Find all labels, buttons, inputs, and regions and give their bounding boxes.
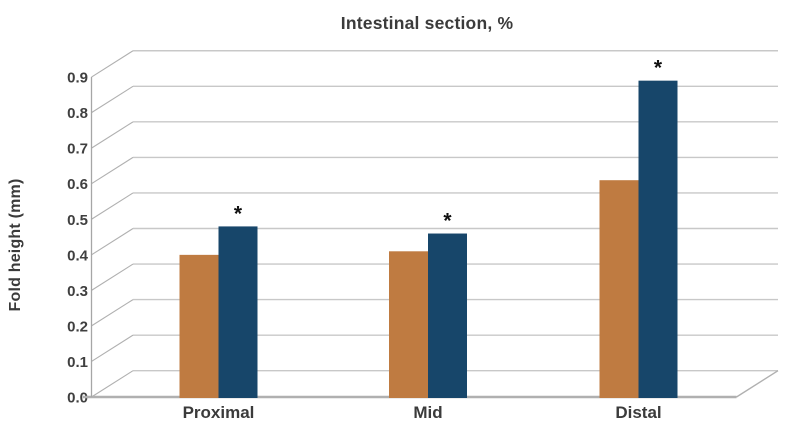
chart-title: Intestinal section, % xyxy=(340,13,514,33)
y-tick-label: 0.9 xyxy=(67,70,88,87)
y-tick-label: 0.1 xyxy=(67,354,88,371)
bar-mid-navy-series xyxy=(428,233,467,398)
y-tick-label: 0.8 xyxy=(67,105,88,122)
bar-distal-orange-series xyxy=(599,180,639,398)
significance-asterisk: * xyxy=(234,202,243,225)
wall-diagonal xyxy=(91,228,134,256)
significance-asterisk: * xyxy=(654,57,663,80)
wall-diagonal xyxy=(91,50,134,78)
bar-proximal-navy-series xyxy=(218,226,258,398)
wall-diagonal xyxy=(91,334,134,362)
y-tick-label: 0.2 xyxy=(67,318,88,335)
wall-diagonal xyxy=(91,263,134,291)
y-tick-label: 0.6 xyxy=(67,176,88,193)
wall-diagonal xyxy=(91,299,134,327)
significance-asterisk: * xyxy=(443,210,452,233)
bar-mid-orange-series xyxy=(389,251,428,398)
wall-diagonal xyxy=(91,85,134,114)
wall-diagonal xyxy=(91,121,134,149)
y-tick-label: 0.4 xyxy=(67,247,89,264)
y-tick-label: 0.0 xyxy=(67,390,88,407)
x-category-label: Proximal xyxy=(183,403,255,422)
wall-diagonal xyxy=(91,370,134,398)
x-category-label: Distal xyxy=(615,403,661,422)
floor-right-edge xyxy=(736,370,779,398)
wall-diagonal xyxy=(91,156,134,185)
bar-distal-navy-series xyxy=(638,80,678,398)
y-tick-label: 0.7 xyxy=(67,141,88,158)
y-tick-label: 0.3 xyxy=(67,283,88,300)
y-tick-label: 0.5 xyxy=(67,212,88,229)
bar-proximal-orange-series xyxy=(179,254,219,398)
x-category-label: Mid xyxy=(413,403,442,422)
wall-diagonal xyxy=(91,192,134,220)
